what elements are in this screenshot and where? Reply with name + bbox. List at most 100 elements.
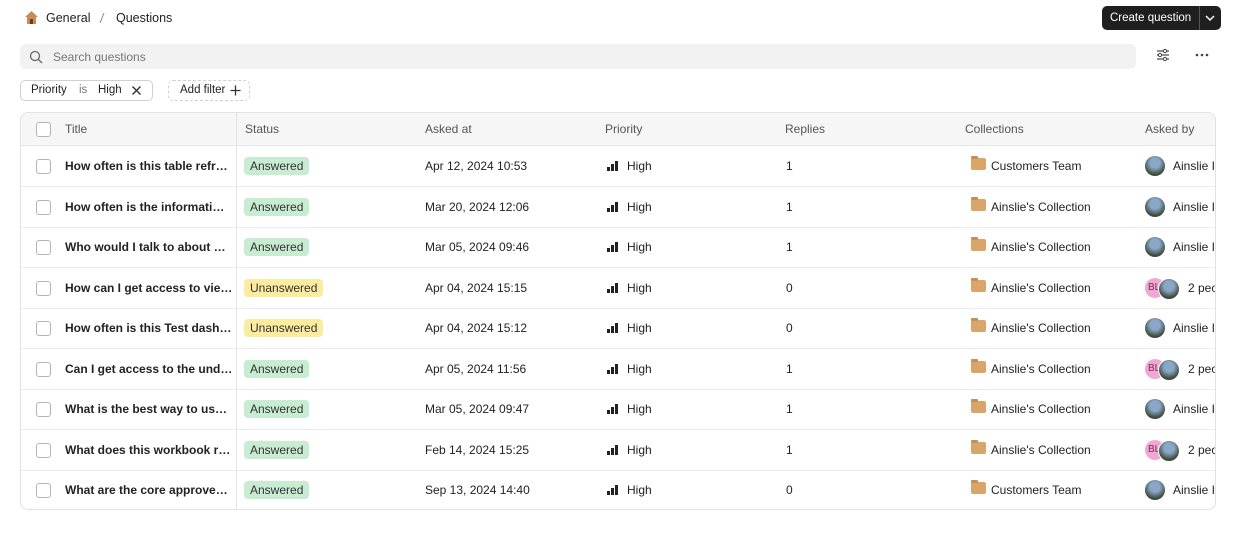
- column-header[interactable]: Asked by: [1145, 122, 1195, 136]
- collection[interactable]: Customers Team: [991, 483, 1082, 497]
- row-checkbox[interactable]: [36, 361, 51, 377]
- column-header[interactable]: Title: [65, 122, 88, 136]
- table-row[interactable]: Can I get access to the und… Answered Apr …: [21, 349, 1215, 390]
- question-title[interactable]: How can I get access to vie…: [65, 280, 233, 295]
- home-icon: [25, 11, 38, 24]
- collection[interactable]: Ainslie's Collection: [991, 240, 1091, 254]
- table-row[interactable]: How often is the informati… Answered Mar 2…: [21, 187, 1215, 228]
- folder-tab: [971, 439, 978, 443]
- question-title[interactable]: What is the best way to us…: [65, 402, 228, 416]
- collection-icon: [971, 318, 986, 332]
- status-badge: Unanswered: [244, 278, 324, 297]
- row-checkbox[interactable]: [36, 483, 51, 498]
- priority-icon: [607, 160, 620, 171]
- settings-icon[interactable]: [1156, 48, 1170, 62]
- question-title[interactable]: Who would I talk to about …: [65, 240, 226, 254]
- priority-bar: [611, 164, 614, 171]
- question-title[interactable]: How often is this Test dash…: [65, 321, 232, 335]
- column-header[interactable]: Replies: [785, 122, 826, 136]
- table-row[interactable]: What does this workbook r… Answered Feb 14…: [21, 430, 1215, 471]
- table-row[interactable]: Who would I talk to about … Answered Mar 0…: [21, 227, 1215, 268]
- status-badge: Answered: [244, 157, 310, 175]
- collection[interactable]: Ainslie's Collection: [991, 280, 1091, 295]
- collection-icon: [971, 156, 986, 170]
- priority: High: [627, 321, 652, 335]
- collection[interactable]: Ainslie's Collection: [991, 199, 1091, 214]
- folder-tab: [971, 399, 978, 402]
- avatar-photo: [1145, 237, 1165, 257]
- more-icon[interactable]: [1195, 52, 1209, 58]
- create-question-button[interactable]: Create question: [1102, 6, 1221, 30]
- question-title[interactable]: Can I get access to the und…: [65, 361, 233, 376]
- column-divider: [236, 113, 237, 509]
- row-checkbox[interactable]: [36, 199, 51, 215]
- priority-icon: [607, 322, 620, 333]
- priority-icon: [607, 241, 620, 252]
- row-checkbox[interactable]: [36, 402, 51, 417]
- avatar-photo: [1145, 399, 1165, 419]
- priority-bar: [611, 326, 614, 333]
- column-header[interactable]: Status: [245, 122, 280, 136]
- avatar-photo: [1158, 358, 1180, 381]
- plus-icon: [230, 85, 241, 96]
- row-checkbox[interactable]: [36, 240, 51, 255]
- asked-at: Sep 13, 2024 14:40: [425, 483, 530, 497]
- priority: High: [627, 159, 652, 173]
- status-badge: Answered: [244, 481, 310, 499]
- question-title[interactable]: How often is this table refr…: [65, 159, 228, 173]
- table-row[interactable]: How often is this table refr… Answered Apr…: [21, 146, 1215, 187]
- replies: 0: [786, 321, 793, 335]
- priority: High: [627, 240, 652, 254]
- collection[interactable]: Ainslie's Collection: [991, 402, 1091, 416]
- asked-by: Ainslie I: [1173, 199, 1216, 214]
- priority-icon: [607, 201, 620, 212]
- asked-at: Apr 04, 2024 15:15: [425, 280, 528, 295]
- folder-tab: [971, 358, 978, 362]
- filter-operator: is: [79, 84, 88, 96]
- priority-bar: [611, 366, 614, 374]
- replies: 0: [786, 483, 793, 497]
- collection[interactable]: Ainslie's Collection: [991, 442, 1091, 457]
- asked-by: Ainslie I: [1173, 483, 1216, 497]
- row-checkbox[interactable]: [36, 321, 51, 336]
- remove-filter-icon[interactable]: [131, 85, 142, 96]
- column-header[interactable]: Priority: [605, 122, 643, 136]
- search-bar[interactable]: Search questions: [20, 44, 1136, 69]
- priority-bar: [611, 488, 614, 495]
- avatar-photo: [1158, 277, 1180, 300]
- priority-bar: [615, 201, 618, 212]
- priority: High: [627, 361, 652, 376]
- folder-tab: [971, 237, 978, 240]
- question-title[interactable]: How often is the informati…: [65, 199, 225, 214]
- row-checkbox[interactable]: [36, 159, 51, 174]
- asked-at: Apr 04, 2024 15:12: [425, 321, 528, 335]
- table-row[interactable]: How can I get access to vie… Unanswered Ap…: [21, 268, 1215, 309]
- filter-chip[interactable]: Priority is High: [20, 80, 153, 101]
- column-header[interactable]: Collections: [965, 122, 1024, 136]
- select-all-checkbox[interactable]: [36, 122, 51, 137]
- table-row[interactable]: What is the best way to us… Answered Mar 0…: [21, 389, 1215, 430]
- collection[interactable]: Ainslie's Collection: [991, 321, 1091, 335]
- priority-bar: [611, 204, 614, 212]
- replies: 0: [786, 280, 793, 295]
- question-title[interactable]: What are the core approve…: [65, 483, 228, 497]
- dropdown-icon[interactable]: [1204, 13, 1216, 23]
- column-header[interactable]: Asked at: [425, 122, 472, 136]
- collection[interactable]: Ainslie's Collection: [991, 361, 1091, 376]
- row-checkbox[interactable]: [36, 442, 51, 458]
- status-badge: Answered: [244, 400, 310, 418]
- asked-at: Mar 05, 2024 09:46: [425, 240, 530, 254]
- collection[interactable]: Customers Team: [991, 159, 1082, 173]
- priority-bar: [615, 485, 618, 495]
- row-checkbox[interactable]: [36, 280, 51, 296]
- collection-icon: [971, 399, 986, 413]
- replies: 1: [786, 159, 793, 173]
- questions-table: Title Status Asked at Priority Replies Collec…: [20, 112, 1216, 510]
- table-row[interactable]: How often is this Test dash… Unanswered Ap…: [21, 308, 1215, 349]
- add-filter-button[interactable]: Add filter: [168, 80, 250, 101]
- breadcrumb-link[interactable]: General: [46, 11, 91, 25]
- question-title[interactable]: What does this workbook r…: [65, 442, 231, 457]
- table-row[interactable]: What are the core approve… Answered Sep 13…: [21, 470, 1216, 509]
- priority: High: [627, 442, 652, 457]
- priority-bar: [615, 363, 618, 374]
